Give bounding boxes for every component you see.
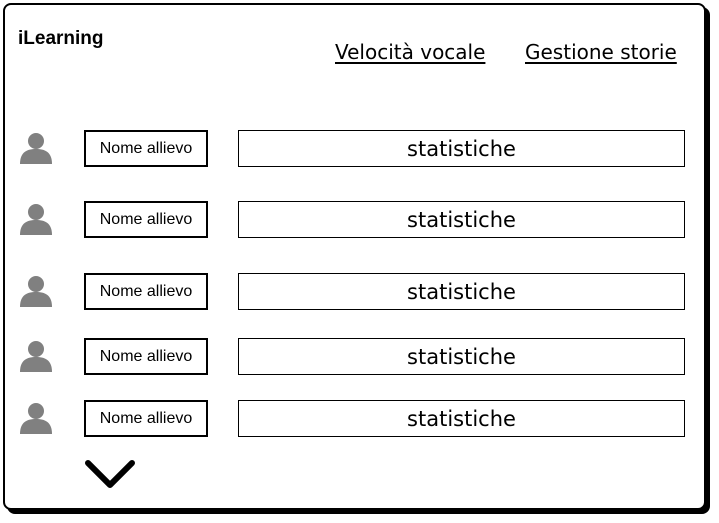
statistics-button[interactable]: statistiche (238, 273, 685, 310)
user-icon (20, 204, 52, 235)
student-name: Nome allievo (84, 201, 208, 238)
statistics-button[interactable]: statistiche (238, 400, 685, 437)
statistics-button[interactable]: statistiche (238, 338, 685, 375)
app-title: iLearning (18, 28, 104, 49)
user-icon (20, 276, 52, 307)
statistics-button[interactable]: statistiche (238, 201, 685, 238)
nav-link-story-management[interactable]: Gestione storie (525, 40, 677, 64)
chevron-down-icon[interactable] (83, 458, 137, 492)
student-name: Nome allievo (84, 130, 208, 167)
student-name: Nome allievo (84, 400, 208, 437)
user-icon (20, 133, 52, 164)
user-icon (20, 341, 52, 372)
user-icon (20, 403, 52, 434)
student-name: Nome allievo (84, 338, 208, 375)
student-name: Nome allievo (84, 273, 208, 310)
nav-link-speech-speed[interactable]: Velocità vocale (335, 40, 486, 64)
statistics-button[interactable]: statistiche (238, 130, 685, 167)
